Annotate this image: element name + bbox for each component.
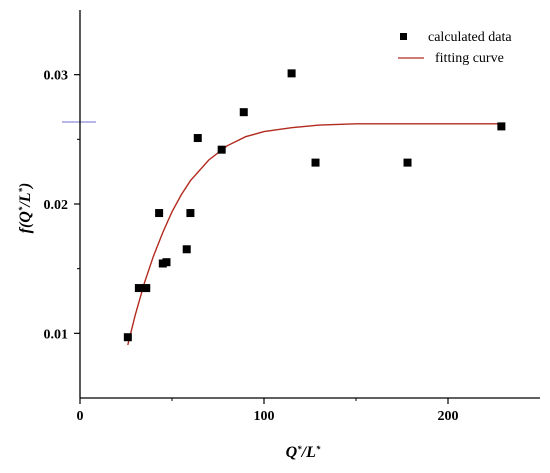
x-ticks: 0 100 200 [77, 398, 459, 424]
legend-label-fitting-curve: fitting curve [435, 51, 504, 66]
data-point [123, 333, 132, 342]
legend-label-calculated-data: calculated data [428, 30, 512, 45]
data-point [155, 209, 164, 218]
y-tick-label: 0.03 [44, 69, 69, 84]
legend: calculated data fitting curve [398, 30, 512, 66]
y-ticks: 0.01 0.02 0.03 [44, 69, 80, 342]
data-point [403, 158, 412, 167]
y-tick-label: 0.02 [44, 198, 69, 213]
x-axis-title: Q*/L* [286, 444, 321, 461]
y-axis-title: f(Q*/L*) [17, 183, 34, 234]
data-point [239, 108, 248, 117]
data-point [186, 209, 195, 218]
y-tick-label: 0.01 [44, 327, 69, 342]
fitting-curve-layer [127, 123, 502, 346]
legend-marker-calculated-data [400, 33, 407, 40]
data-point [217, 145, 226, 154]
fitting-curve-line [127, 123, 502, 346]
data-point [287, 69, 296, 78]
data-point [311, 158, 320, 167]
data-point [182, 245, 191, 254]
data-point [142, 284, 151, 293]
data-point [134, 284, 143, 293]
data-point [193, 134, 202, 143]
x-tick-label: 0 [77, 409, 84, 424]
data-point [162, 258, 171, 267]
x-tick-label: 100 [254, 409, 275, 424]
data-points-layer [123, 69, 506, 342]
x-tick-label: 200 [438, 409, 459, 424]
data-point [497, 122, 506, 131]
